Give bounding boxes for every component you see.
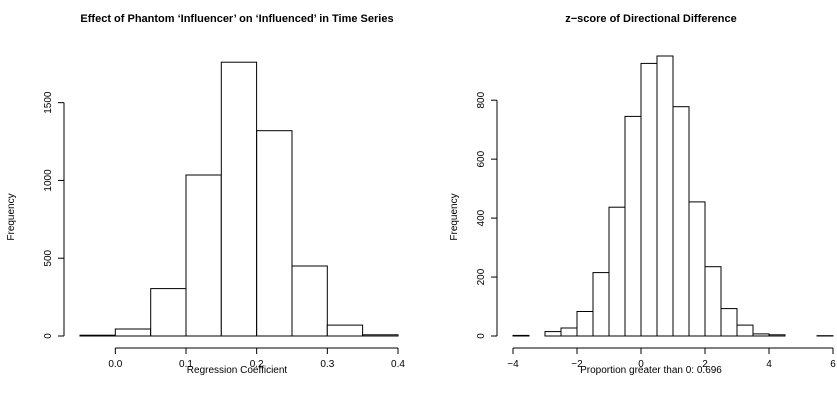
histogram-bar: [656, 55, 674, 337]
histogram-bar: [185, 174, 222, 337]
histogram-bar: [114, 328, 152, 337]
histogram-bar: [768, 334, 786, 337]
x-axis: 0.0 0.1 0.2 0.3 0.4: [108, 347, 405, 370]
y-tick-label: 0: [476, 333, 487, 339]
histogram-bar: [592, 272, 610, 337]
histogram-bar: [560, 327, 578, 337]
x-tick-label: 6: [830, 359, 836, 370]
chart-title: z−score of Directional Difference: [565, 13, 736, 25]
y-tick-label: 500: [43, 249, 54, 266]
x-tick-label: 0: [638, 359, 644, 370]
x-axis: −4 −2 0 2 4 6: [507, 347, 836, 370]
y-axis: 0 500 1000 1500: [43, 91, 65, 339]
y-axis: 0 200 400 600 800: [476, 91, 498, 339]
x-tick-label: 0.1: [179, 359, 193, 370]
bar-group: [79, 61, 399, 337]
y-tick-label: 1500: [43, 91, 54, 114]
y-tick-label: 0: [43, 333, 54, 339]
histogram-bar: [624, 115, 642, 337]
histogram-bar: [512, 334, 530, 337]
y-axis-label: Frequency: [449, 193, 460, 240]
x-axis-label: Regression Coefficient: [187, 365, 288, 376]
histogram-z-score: z−score of Directional Difference Propor…: [449, 13, 836, 376]
bar-group: [512, 55, 834, 337]
histogram-bar: [256, 130, 293, 337]
y-tick-label: 600: [476, 150, 487, 167]
histogram-bar: [220, 61, 258, 337]
histogram-bar: [640, 62, 658, 337]
chart-title: Effect of Phantom ‘Influencer’ on ‘Influ…: [80, 13, 393, 25]
histogram-bar: [672, 106, 690, 337]
x-tick-label: 2: [702, 359, 708, 370]
y-axis-label: Frequency: [6, 193, 17, 240]
histogram-bar: [576, 311, 594, 337]
histogram-bar: [291, 265, 328, 337]
histogram-bar: [79, 334, 116, 337]
histogram-bar: [362, 334, 399, 337]
histogram-bar: [688, 201, 706, 337]
histogram-bar: [608, 206, 626, 337]
histogram-bar: [326, 324, 364, 337]
x-tick-label: 0.4: [391, 359, 405, 370]
y-tick-label: 800: [476, 91, 487, 108]
x-axis-label: Proportion greater than 0: 0.696: [580, 365, 722, 376]
histogram-bar: [736, 324, 754, 337]
x-tick-label: −2: [571, 359, 583, 370]
x-tick-label: 4: [766, 359, 772, 370]
y-tick-label: 400: [476, 209, 487, 226]
histogram-bar: [704, 266, 722, 337]
histogram-bar: [150, 288, 187, 337]
histogram-bar: [544, 331, 562, 337]
y-tick-label: 200: [476, 268, 487, 285]
x-tick-label: 0.0: [108, 359, 122, 370]
histogram-bar: [752, 333, 770, 337]
x-tick-label: 0.2: [250, 359, 264, 370]
x-tick-label: −4: [507, 359, 519, 370]
histogram-bar: [720, 308, 738, 337]
histogram-regression-coefficient: Effect of Phantom ‘Influencer’ on ‘Influ…: [6, 13, 405, 376]
y-tick-label: 1000: [43, 169, 54, 192]
x-tick-label: 0.3: [320, 359, 334, 370]
